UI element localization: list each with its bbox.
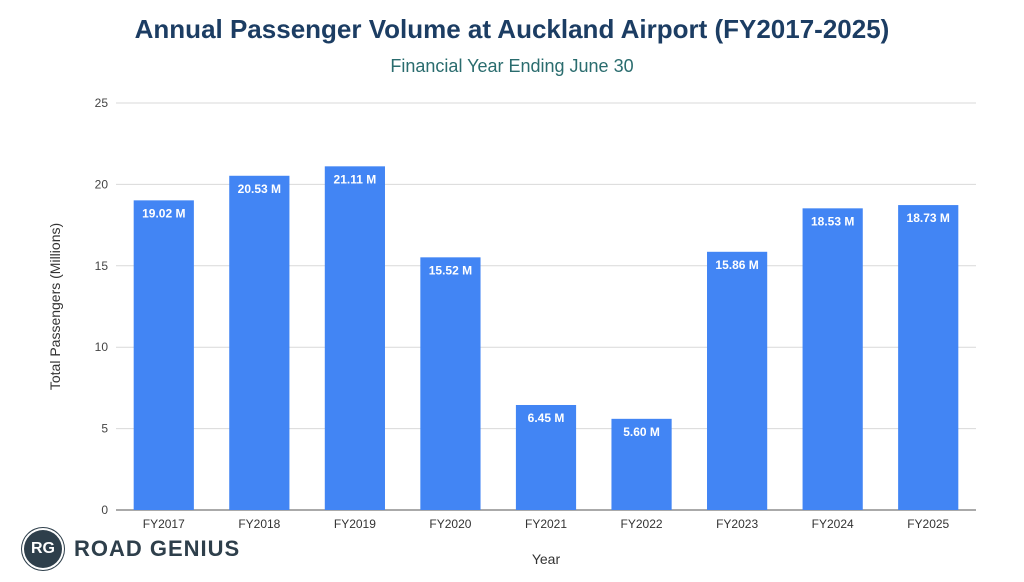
y-tick-label: 0 xyxy=(101,503,108,517)
bar xyxy=(707,251,768,510)
data-label: 6.45 M xyxy=(528,411,565,425)
bar xyxy=(898,205,959,510)
y-tick-label: 10 xyxy=(95,340,109,354)
x-axis-title: Year xyxy=(532,551,561,567)
chart-title: Annual Passenger Volume at Auckland Airp… xyxy=(134,14,890,44)
data-label: 18.53 M xyxy=(811,214,854,228)
chart-subtitle: Financial Year Ending June 30 xyxy=(390,56,634,76)
data-label: 18.73 M xyxy=(907,211,950,225)
logo-badge: RG xyxy=(26,532,60,566)
x-tick-label: FY2017 xyxy=(143,517,185,531)
y-tick-label: 20 xyxy=(95,177,109,191)
data-label: 5.60 M xyxy=(623,425,660,439)
data-label: 15.86 M xyxy=(715,258,758,272)
y-axis-title: Total Passengers (Millions) xyxy=(47,223,63,390)
y-tick-label: 5 xyxy=(101,422,108,436)
x-tick-label: FY2022 xyxy=(621,517,663,531)
bar xyxy=(802,208,863,510)
data-label: 19.02 M xyxy=(142,206,185,220)
x-tick-label: FY2021 xyxy=(525,517,567,531)
bar xyxy=(133,200,194,510)
logo-text: ROAD GENIUS xyxy=(74,536,241,561)
x-tick-label: FY2020 xyxy=(429,517,471,531)
x-tick-label: FY2024 xyxy=(812,517,854,531)
data-label: 21.11 M xyxy=(334,172,377,186)
bar xyxy=(611,418,672,510)
x-tick-label: FY2019 xyxy=(334,517,376,531)
y-tick-label: 15 xyxy=(95,259,109,273)
bar xyxy=(324,166,385,510)
bar xyxy=(515,404,577,510)
y-tick-label: 25 xyxy=(95,96,109,110)
data-label: 15.52 M xyxy=(429,263,472,277)
data-label: 20.53 M xyxy=(238,182,281,196)
bar xyxy=(420,257,481,510)
x-tick-label: FY2023 xyxy=(716,517,758,531)
x-tick-label: FY2018 xyxy=(238,517,280,531)
bar xyxy=(229,175,290,510)
x-tick-label: FY2025 xyxy=(907,517,949,531)
road-genius-logo: RG ROAD GENIUS xyxy=(26,532,240,566)
